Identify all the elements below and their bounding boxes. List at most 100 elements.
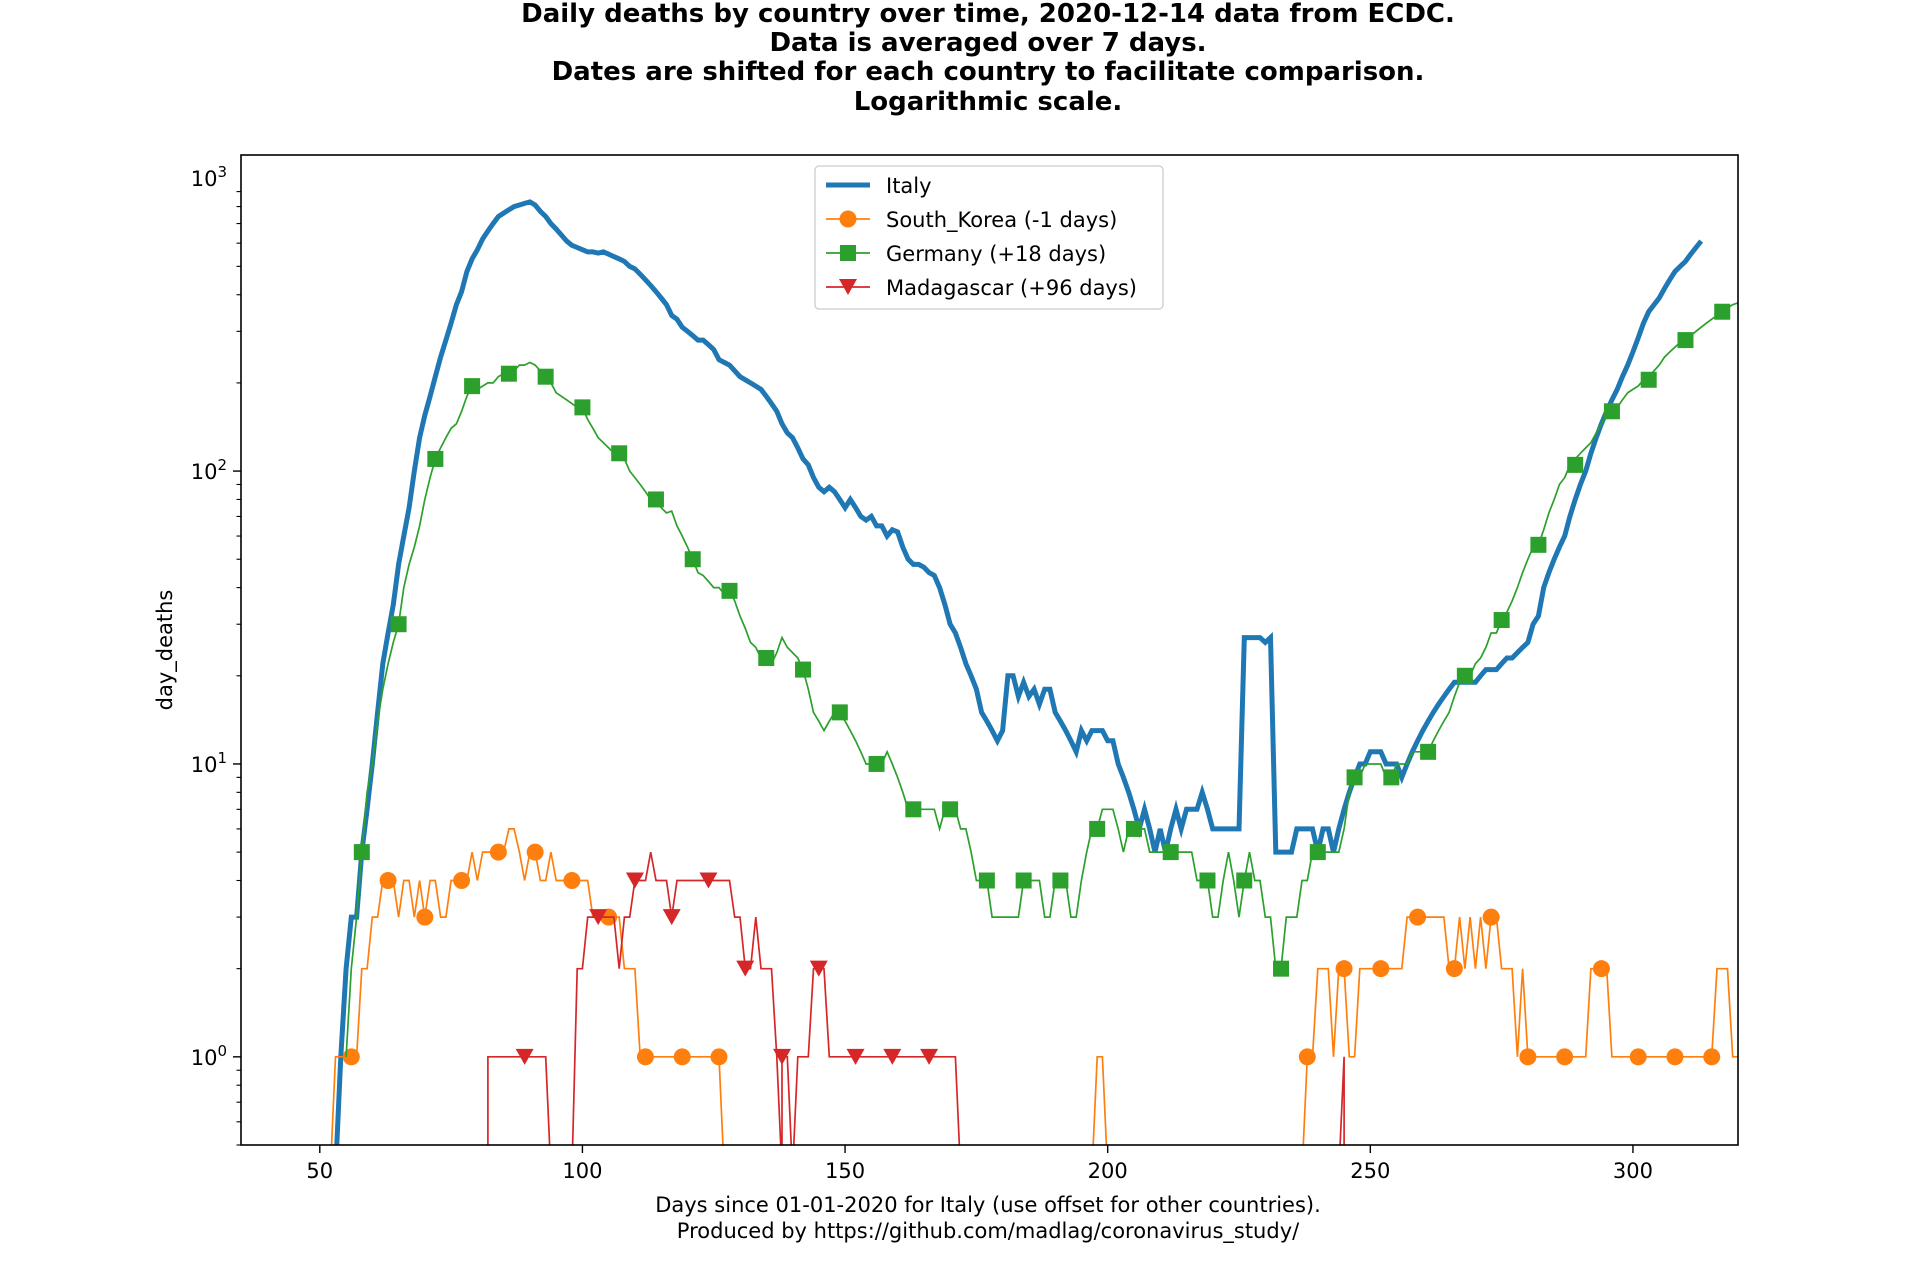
x-tick-label: 150 <box>825 1159 865 1183</box>
data-point-germany <box>868 755 885 772</box>
data-point-germany <box>905 801 922 818</box>
data-point-south-korea <box>526 843 544 861</box>
data-point-madagascar <box>809 960 828 977</box>
data-point-germany <box>942 801 959 818</box>
data-point-madagascar <box>920 1048 939 1065</box>
x-axis: 50 100 150 200 250 300 <box>306 1145 1653 1183</box>
data-point-germany <box>1346 769 1363 786</box>
plot-series <box>330 199 1738 1145</box>
y-tick-label: 100 <box>191 1042 227 1070</box>
data-point-south-korea <box>1629 1048 1647 1066</box>
legend-label-germany: Germany (+18 days) <box>886 242 1106 266</box>
data-point-germany <box>1125 820 1142 837</box>
data-point-south-korea <box>1556 1048 1574 1066</box>
data-point-south-korea <box>1703 1048 1721 1066</box>
data-point-germany <box>1603 403 1620 420</box>
series-line-germany <box>345 302 1738 1057</box>
data-point-germany <box>464 378 481 395</box>
data-point-germany <box>1640 371 1657 388</box>
title-line-2: Data is averaged over 7 days. <box>769 28 1206 58</box>
data-point-south-korea <box>1335 960 1353 978</box>
data-point-germany <box>795 661 812 678</box>
data-point-madagascar <box>736 960 755 977</box>
data-point-south-korea <box>673 1048 691 1066</box>
data-point-germany <box>758 650 775 667</box>
data-point-south-korea <box>489 843 507 861</box>
data-point-madagascar <box>846 1048 865 1065</box>
data-point-south-korea <box>1372 960 1390 978</box>
data-point-germany <box>1273 960 1290 977</box>
data-point-germany <box>500 365 517 382</box>
data-point-germany <box>390 616 407 633</box>
data-point-germany <box>1420 743 1437 760</box>
title-line-3: Dates are shifted for each country to fa… <box>552 57 1425 87</box>
data-point-madagascar <box>662 909 681 926</box>
data-point-madagascar <box>515 1048 534 1065</box>
data-point-south-korea <box>1298 1048 1316 1066</box>
data-point-south-korea <box>453 872 471 890</box>
x-tick-label: 300 <box>1613 1159 1653 1183</box>
data-point-germany <box>1567 456 1584 473</box>
x-tick-label: 200 <box>1088 1159 1128 1183</box>
title-line-1: Daily deaths by country over time, 2020-… <box>521 0 1455 29</box>
data-point-germany <box>1456 667 1473 684</box>
data-point-germany <box>1199 872 1216 889</box>
x-axis-label-line-1: Days since 01-01-2020 for Italy (use off… <box>655 1193 1321 1217</box>
x-axis-label: Days since 01-01-2020 for Italy (use off… <box>655 1193 1321 1244</box>
data-point-madagascar <box>773 1048 792 1065</box>
data-point-south-korea <box>342 1048 360 1066</box>
y-tick-label: 101 <box>191 749 227 777</box>
series-line-madagascar <box>487 851 1345 1145</box>
data-point-germany <box>1236 872 1253 889</box>
legend-marker-germany <box>840 245 856 261</box>
data-point-madagascar <box>625 872 644 889</box>
data-point-germany <box>1383 769 1400 786</box>
data-point-south-korea <box>563 872 581 890</box>
data-point-germany <box>1530 536 1547 553</box>
legend-entry-south-korea: South_Korea (-1 days) <box>826 208 1117 233</box>
legend: Italy South_Korea (-1 days) Germany (+18… <box>814 165 1164 310</box>
legend-label-south-korea: South_Korea (-1 days) <box>886 208 1117 233</box>
data-point-germany <box>721 582 738 599</box>
data-point-germany <box>1677 332 1694 349</box>
data-point-germany <box>1493 612 1510 629</box>
data-point-south-korea <box>1666 1048 1684 1066</box>
data-point-south-korea <box>710 1048 728 1066</box>
y-tick-label: 103 <box>191 163 227 191</box>
data-point-madagascar <box>883 1048 902 1065</box>
data-point-germany <box>1309 844 1326 861</box>
data-point-germany <box>1052 872 1069 889</box>
legend-label-madagascar: Madagascar (+96 days) <box>886 276 1137 300</box>
data-point-south-korea <box>1409 908 1427 926</box>
legend-box <box>814 165 1164 310</box>
x-tick-label: 250 <box>1350 1159 1390 1183</box>
x-tick-label: 100 <box>562 1159 602 1183</box>
legend-marker-madagascar <box>839 279 857 295</box>
title-line-4: Logarithmic scale. <box>854 87 1123 117</box>
legend-entry-madagascar: Madagascar (+96 days) <box>826 276 1137 300</box>
data-point-germany <box>684 551 701 568</box>
plot-frame <box>240 154 1739 1146</box>
data-point-south-korea <box>1592 960 1610 978</box>
data-point-germany <box>574 399 591 416</box>
legend-marker-south-korea <box>839 210 857 228</box>
data-point-germany <box>978 872 995 889</box>
chart-title: Daily deaths by country over time, 2020-… <box>521 0 1455 117</box>
y-axis: 100 101 102 103 <box>191 163 241 1146</box>
data-point-south-korea <box>379 872 397 890</box>
data-point-germany <box>1714 303 1731 320</box>
data-point-south-korea <box>1445 960 1463 978</box>
data-point-germany <box>1162 844 1179 861</box>
data-point-germany <box>831 704 848 721</box>
data-point-germany <box>353 844 370 861</box>
data-point-germany <box>1089 820 1106 837</box>
data-point-south-korea <box>1519 1048 1537 1066</box>
data-point-south-korea <box>416 908 434 926</box>
data-point-madagascar <box>699 872 718 889</box>
legend-label-italy: Italy <box>886 174 932 198</box>
data-point-south-korea <box>636 1048 654 1066</box>
x-axis-label-line-2: Produced by https://github.com/madlag/co… <box>677 1219 1300 1244</box>
y-tick-label: 102 <box>191 456 227 484</box>
legend-entry-germany: Germany (+18 days) <box>826 242 1106 266</box>
